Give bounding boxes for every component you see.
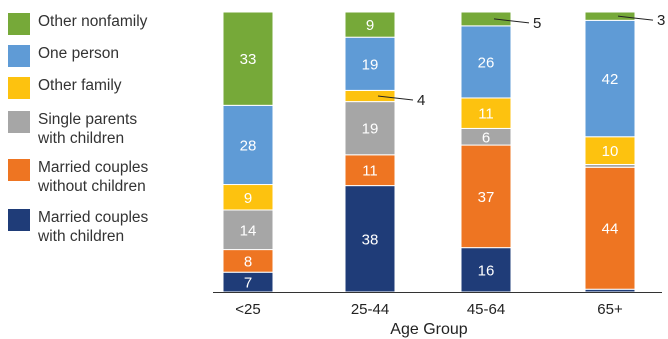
data-label: 42 [602,71,619,88]
legend-item: Single parents with children [8,110,137,148]
bar-segment [344,185,396,293]
bar-segment [222,209,274,251]
legend-item: Married couples with children [8,208,148,246]
legend-label: Married couples without children [38,159,149,195]
bar-segment [584,11,636,21]
bar-segment [344,101,396,156]
legend-label: Other nonfamily [38,13,148,30]
bar-segment [222,104,274,186]
x-tick-label: 45-64 [467,301,505,318]
data-label: 11 [362,163,378,180]
bar-segment [344,36,396,91]
callout-line [377,95,414,101]
data-label: 26 [478,54,495,71]
data-label: 37 [478,189,495,206]
legend-item: Married couples without children [8,158,148,196]
bar-segment [584,166,636,290]
x-axis-title: Age Group [390,321,467,338]
data-label: 16 [478,262,495,279]
legend-swatch [8,13,30,35]
legend-label: Other family [38,77,122,94]
bar-segment [460,25,512,99]
legend-swatch [8,159,30,181]
bar-segment [222,184,274,211]
bar-segment [584,136,636,165]
legend-label: Married couples with children [38,209,149,245]
data-label: 7 [244,275,252,292]
x-tick-label: 25-44 [351,301,389,318]
bar-segment [460,247,512,293]
callout-line [493,18,530,24]
legend-label: One person [38,45,119,62]
data-label: 9 [366,17,374,34]
data-label: 19 [362,121,379,138]
x-tick-label: <25 [235,301,260,318]
data-label: 33 [240,51,257,68]
legend-swatch [8,77,30,99]
legend-label: Single parents with children [38,111,138,147]
x-tick-label: 65+ [597,301,623,318]
bar-segment [344,89,396,103]
data-label: 4 [417,92,425,109]
data-label: 9 [244,190,252,207]
bar-segment [344,11,396,38]
bar-segment [460,144,512,249]
legend-swatch [8,111,30,133]
legend-swatch [8,209,30,231]
legend-swatch [8,45,30,67]
data-label: 3 [657,12,665,29]
bar-segment [222,11,274,106]
data-label: 19 [362,56,379,73]
data-label: 44 [602,221,619,238]
data-label: 11 [478,106,494,123]
data-label: 5 [533,15,541,32]
data-label: 28 [240,137,257,154]
legend-item: Other nonfamily [8,12,147,35]
data-label: 6 [482,129,490,146]
bar-segment [460,11,512,27]
data-label: 8 [244,253,252,270]
legend-item: One person [8,44,119,67]
callout-line [617,15,654,21]
data-label: 10 [602,143,619,160]
data-label: 38 [362,231,379,248]
data-label: 14 [240,222,257,239]
legend-item: Other family [8,76,122,99]
bar-segment [344,154,396,187]
